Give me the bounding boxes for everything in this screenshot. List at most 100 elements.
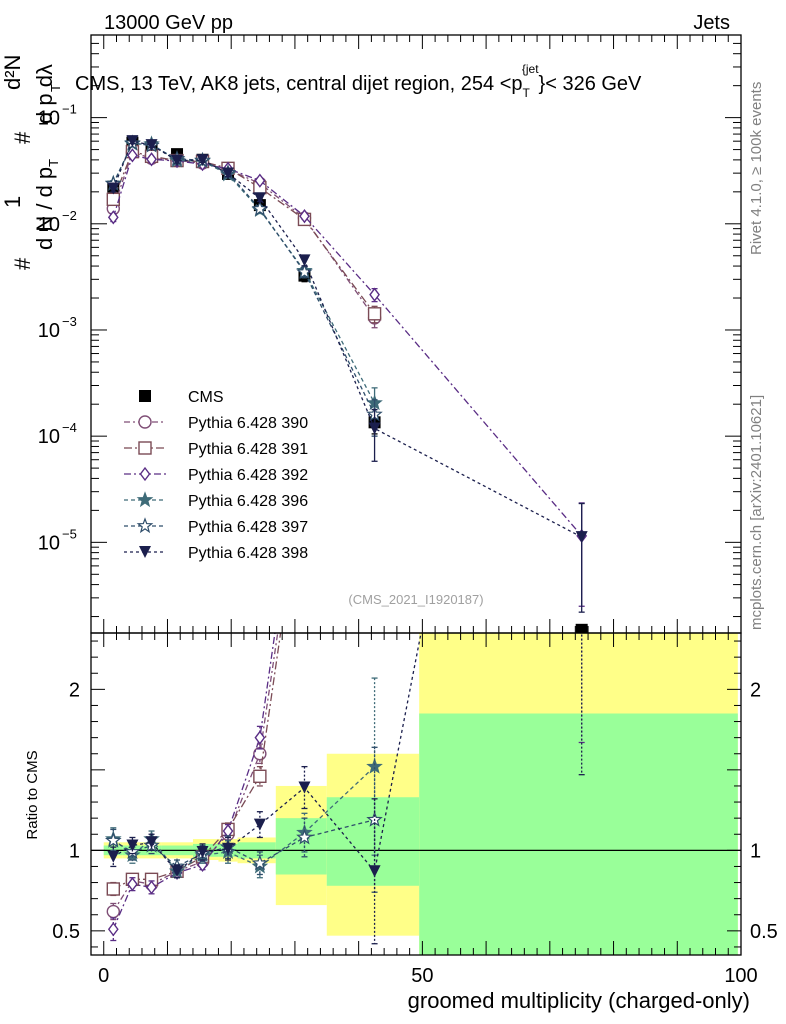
legend-entry: Pythia 6.428 392 <box>124 466 308 484</box>
data-point <box>222 167 235 180</box>
data-point <box>126 135 139 148</box>
data-point <box>145 139 158 152</box>
ylabel-den-sub: T <box>46 159 61 167</box>
y-tick-exponent: −1 <box>62 102 77 117</box>
ratio-bands <box>91 633 741 955</box>
ratio-point <box>171 865 184 878</box>
legend-marker <box>139 546 151 558</box>
y-tick-label: 10 <box>38 320 60 342</box>
ratio-point <box>107 922 119 937</box>
series-pythia-6-428-390 <box>106 145 382 329</box>
legend-label: Pythia 6.428 390 <box>188 415 308 432</box>
legend-marker <box>139 390 151 402</box>
title-tail-text: }< 326 GeV <box>539 73 643 95</box>
header-energy-label: 13000 GeV pp <box>104 12 233 34</box>
ratio-point <box>106 904 121 919</box>
legend-entry: CMS <box>139 389 224 406</box>
title-sub-text: T <box>523 86 531 100</box>
legend-marker <box>136 491 154 508</box>
x-tick-label: 0 <box>98 965 109 987</box>
ratio-point <box>146 880 157 895</box>
x-tick-label: 50 <box>411 965 433 987</box>
y-tick-exponent: −3 <box>62 314 77 329</box>
analysis-watermark: (CMS_2021_I1920187) <box>348 592 483 607</box>
data-point <box>367 307 382 321</box>
data-point <box>368 422 381 435</box>
ratio-point <box>251 854 269 871</box>
data-point <box>171 154 184 167</box>
series-line <box>112 142 376 415</box>
legend-label: CMS <box>188 389 224 406</box>
data-point <box>254 173 266 188</box>
series-line <box>112 150 376 315</box>
series-pythia-6-428-391 <box>106 144 382 324</box>
legend: CMS Pythia 6.428 390 Pythia 6.428 391 Pythi… <box>124 389 308 562</box>
ratio-point <box>107 850 120 863</box>
legend-marker <box>139 466 151 482</box>
legend-entry: Pythia 6.428 398 <box>124 545 308 562</box>
ylabel-rhs-den-text: d p dλ <box>32 64 57 124</box>
ratio-point <box>145 836 158 849</box>
y-tick-label: 10 <box>38 532 60 554</box>
mcplots-label: mcplots.cern.ch [arXiv:2401.10621] <box>748 395 765 630</box>
ratio-point <box>298 781 311 794</box>
ratio-band-inner <box>275 818 327 875</box>
legend-label: Pythia 6.428 397 <box>188 519 308 536</box>
legend-label: Pythia 6.428 391 <box>188 441 308 458</box>
legend-label: Pythia 6.428 392 <box>188 467 308 484</box>
ratio-band-inner <box>419 713 738 955</box>
data-point <box>106 192 121 207</box>
ratio-y-tick-label: 1 <box>69 840 80 862</box>
data-point <box>299 209 310 224</box>
ylabel-hash-1: # <box>10 257 35 270</box>
main-title: CMS, 13 TeV, AK8 jets, central dijet reg… <box>75 62 642 100</box>
series-pythia-6-428-398 <box>107 135 588 613</box>
ratio-point <box>253 769 267 783</box>
legend-marker <box>136 517 154 534</box>
ratio-series-line <box>112 633 422 873</box>
y-tick-exponent: −2 <box>62 208 77 223</box>
legend-label: Pythia 6.428 398 <box>188 545 308 562</box>
series-line <box>112 143 376 404</box>
ratio-y-tick-label-right: 0.5 <box>750 921 778 943</box>
ratio-series <box>104 633 585 945</box>
y-tick-label: 10 <box>38 108 60 130</box>
ratio-point <box>126 839 139 852</box>
ratio-point <box>106 882 121 896</box>
rivet-version-label: Rivet 4.1.0, ≥ 100k events <box>748 82 765 255</box>
ratio-series-line <box>112 633 276 930</box>
ratio-point <box>368 865 381 878</box>
xlabel: groomed multiplicity (charged-only) <box>408 988 750 1013</box>
legend-entry: Pythia 6.428 391 <box>124 441 308 458</box>
ylabel-den-text: d N / d p <box>32 167 57 250</box>
ylabel-one: 1 <box>0 196 25 208</box>
ratio-point <box>196 845 209 858</box>
data-point <box>196 154 209 167</box>
legend-marker <box>138 441 152 455</box>
ratio-point <box>254 730 266 745</box>
ratio-point <box>296 828 313 845</box>
ratio-y-tick-label: 0.5 <box>52 921 80 943</box>
series-line <box>112 154 583 537</box>
ratio-point <box>104 831 122 848</box>
ratio-frame <box>90 632 742 956</box>
legend-marker <box>138 415 152 429</box>
series-line <box>112 151 376 319</box>
data-point <box>575 531 588 544</box>
ratio-y-tick-label: 2 <box>69 679 80 701</box>
legend-entry: Pythia 6.428 396 <box>124 491 308 510</box>
data-point <box>369 287 380 302</box>
data-point <box>298 254 311 267</box>
y-tick-label: 10 <box>38 214 60 236</box>
main-frame <box>90 34 742 634</box>
ratio-y-tick-label-right: 2 <box>750 679 761 701</box>
ylabel-rhs-den: d p dλ <box>32 64 57 124</box>
data-point <box>296 263 313 280</box>
legend-label: Pythia 6.428 396 <box>188 493 308 510</box>
ylabel-rhs-sub: T <box>48 84 63 92</box>
series-line <box>112 140 583 538</box>
data-point <box>127 148 138 163</box>
title-main-text: CMS, 13 TeV, AK8 jets, central dijet reg… <box>75 73 523 95</box>
